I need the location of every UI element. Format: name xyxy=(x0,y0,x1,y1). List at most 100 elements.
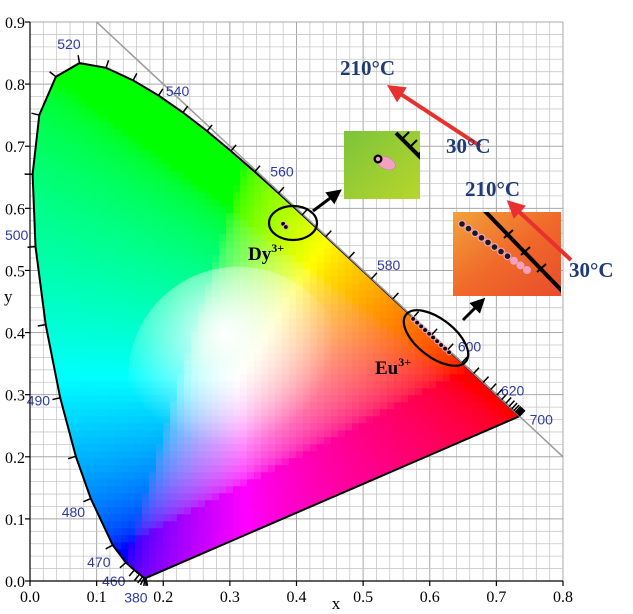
wavelength-tick xyxy=(230,144,237,152)
data-point xyxy=(418,323,424,330)
wavelength-tick xyxy=(143,577,146,587)
y-tick-label: 0.1 xyxy=(5,512,25,529)
wavelength-label: 620 xyxy=(501,383,525,399)
wavelength-tick xyxy=(128,569,135,577)
wavelength-tick xyxy=(514,405,522,413)
wavelength-tick xyxy=(27,245,36,249)
data-point xyxy=(414,319,420,326)
inset-point xyxy=(510,256,519,265)
wavelength-tick xyxy=(49,71,57,78)
wavelength-tick xyxy=(105,544,114,550)
eu-highlight-ellipse xyxy=(402,309,470,367)
wavelength-tick xyxy=(133,573,141,581)
wavelength-label: 480 xyxy=(62,504,86,520)
x-tick-label: 0.8 xyxy=(553,589,573,606)
data-point xyxy=(426,330,432,337)
wavelength-label: 560 xyxy=(270,163,294,179)
wavelength-tick xyxy=(31,112,40,116)
wavelength-label: 600 xyxy=(458,339,482,355)
y-tick-label: 0.9 xyxy=(5,15,25,32)
wavelength-tick xyxy=(37,323,46,327)
inset-point xyxy=(471,229,480,238)
temp-low-label-2: 30°C xyxy=(569,258,614,282)
wavelength-tick xyxy=(482,376,490,383)
eu-label: Eu3+ xyxy=(375,355,411,379)
temp-high-label-2: 210°C xyxy=(465,177,520,201)
wavelength-tick xyxy=(518,409,526,417)
x-tick-label: 0.6 xyxy=(420,589,440,606)
y-tick-labels: 0.0 0.1 0.2 0.3 0.4 0.5 0.6 0.7 0.8 0.9 xyxy=(5,15,30,591)
wavelength-tick xyxy=(67,455,76,460)
data-point xyxy=(438,342,444,348)
wavelength-tick xyxy=(431,328,438,336)
data-point xyxy=(446,349,452,356)
wavelength-tick xyxy=(144,577,147,587)
wavelength-ticks xyxy=(24,55,526,587)
wavelength-tick xyxy=(515,406,523,414)
inset-point xyxy=(497,247,506,256)
reference-line xyxy=(96,21,564,458)
y-tick-label: 0.2 xyxy=(5,450,25,467)
wavelength-label: 380 xyxy=(124,589,148,605)
inset-point xyxy=(503,252,512,261)
y-tick-label: 0.3 xyxy=(5,388,25,405)
data-point xyxy=(410,315,416,322)
wavelength-tick xyxy=(105,59,110,69)
wavelength-tick xyxy=(119,561,127,569)
wavelength-label: 470 xyxy=(87,554,111,570)
wavelength-tick xyxy=(501,393,508,401)
data-point xyxy=(422,327,428,333)
wavelength-tick xyxy=(505,397,512,404)
y-tick-label: 0.8 xyxy=(5,77,25,94)
wavelength-label: 500 xyxy=(5,227,29,243)
inset-point xyxy=(458,220,467,229)
temp-high-label-1: 210°C xyxy=(340,56,395,80)
wavelength-tick xyxy=(392,292,399,300)
wavelength-tick xyxy=(461,356,468,364)
temp-arrow-2 xyxy=(506,200,573,262)
wavelength-tick xyxy=(254,165,261,173)
data-points xyxy=(280,220,452,356)
y-tick-label: 0.7 xyxy=(5,139,25,156)
temp-arrow-1 xyxy=(386,85,482,148)
wavelength-tick xyxy=(132,73,138,81)
wavelength-label: 490 xyxy=(27,392,51,408)
data-point xyxy=(430,334,436,341)
wavelength-tick xyxy=(447,343,454,351)
dy-highlight-ellipse xyxy=(267,204,319,242)
wavelength-tick xyxy=(370,272,378,280)
inset-point xyxy=(477,233,486,242)
x-tick-label: 0.0 xyxy=(20,589,40,606)
wavelength-label: 580 xyxy=(377,257,401,273)
x-tick-label: 0.1 xyxy=(87,589,107,606)
data-point xyxy=(434,338,440,345)
x-tick-label: 0.5 xyxy=(353,589,373,606)
wavelength-label: 520 xyxy=(57,36,81,52)
wavelength-tick xyxy=(83,497,92,503)
wavelength-tick xyxy=(77,55,81,64)
wavelength-tick xyxy=(511,402,518,410)
data-point xyxy=(442,345,448,352)
dy-zoom-inset xyxy=(344,131,420,199)
wavelength-tick xyxy=(490,383,497,391)
wavelength-tick xyxy=(325,230,332,237)
wavelength-tick xyxy=(516,407,524,415)
wavelength-tick xyxy=(513,404,520,412)
wavelength-tick xyxy=(137,576,144,584)
eu-label-superscript: 3+ xyxy=(398,355,411,369)
wavelength-tick xyxy=(182,105,189,113)
inset-point xyxy=(490,243,499,252)
eu-zoom-inset xyxy=(453,212,561,296)
y-tick-label: 0.6 xyxy=(5,201,25,218)
eu-callout-arrow xyxy=(461,297,486,322)
wavelength-tick xyxy=(508,400,516,408)
inset-point xyxy=(464,224,473,233)
inset-point xyxy=(484,238,493,247)
x-tick-label: 0.7 xyxy=(486,589,506,606)
y-tick-label: 0.0 xyxy=(5,574,25,591)
y-tick-label: 0.4 xyxy=(5,326,25,343)
wavelength-tick xyxy=(206,124,213,132)
wavelength-tick xyxy=(52,397,61,401)
